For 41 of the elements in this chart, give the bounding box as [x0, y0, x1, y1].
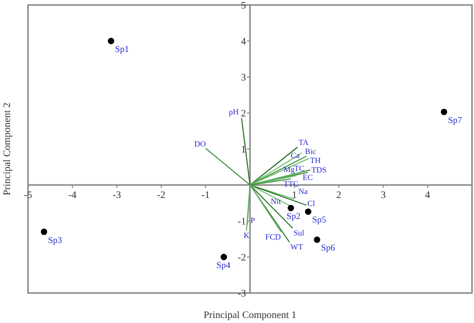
x-axis-title: Principal Component 1 [204, 310, 296, 321]
annotation: Sp7 [448, 114, 463, 125]
annotation: Sp5 [312, 214, 327, 225]
x-tick-label: 3 [380, 190, 386, 201]
series-label: TTC [283, 179, 299, 188]
y-axis-title: Principal Component 2 [2, 102, 13, 196]
x-tick-label: -1 [201, 190, 210, 201]
series-label: Mg [283, 165, 295, 174]
series-label: Bic [304, 147, 317, 156]
x-tick-label: -2 [157, 190, 166, 201]
series-label: TH [310, 156, 321, 166]
annotation: Sp1 [115, 44, 130, 54]
series-label: EC [302, 172, 313, 182]
series-label: Nit [270, 197, 282, 206]
annotation: Sp2 [286, 211, 300, 222]
y-tick-label: 2 [241, 108, 246, 120]
series-label: TC [294, 164, 304, 174]
annotation: Sp6 [321, 242, 336, 253]
series-label: K [244, 231, 250, 240]
y-tick-label: 1 [241, 144, 246, 156]
y-tick-label: -1 [238, 216, 246, 228]
x-tick-label: 4 [425, 190, 430, 201]
x-tick-label: 2 [336, 190, 342, 201]
y-tick-label: -2 [238, 252, 246, 264]
series-label: Cl [307, 198, 316, 208]
series-label: DO [194, 139, 206, 148]
series-label: Na [298, 187, 308, 196]
series-label: P [250, 216, 256, 225]
series-label: TDS [311, 166, 327, 175]
series-label: pH [228, 108, 239, 117]
series-label: Sul [294, 228, 306, 238]
x-tick-label: -4 [68, 190, 77, 201]
series-label: TA [298, 138, 309, 148]
series-label: WT [290, 242, 304, 252]
x-tick-label: -3 [112, 190, 121, 201]
series-label: FCD [265, 232, 282, 242]
annotation: Sp4 [216, 260, 231, 270]
annotation: Sp3 [48, 234, 62, 245]
y-tick-label: 4 [241, 36, 246, 48]
x-tick-label: 1 [292, 190, 297, 201]
y-tick-label: 3 [241, 72, 246, 84]
